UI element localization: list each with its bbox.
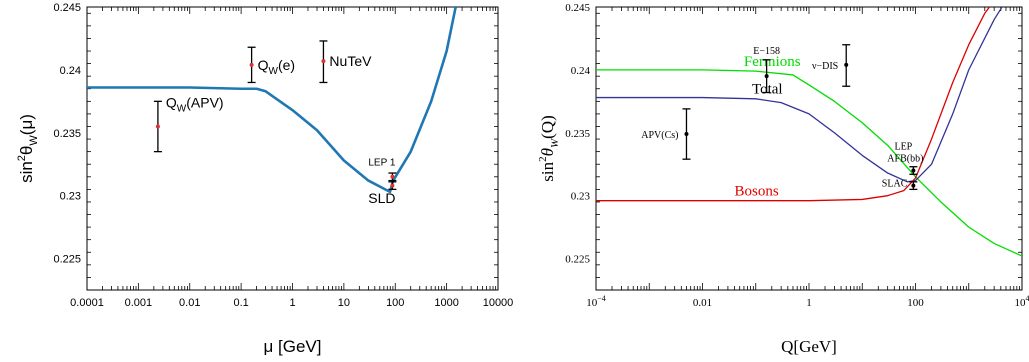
x-tick-label-sup: −4: [597, 294, 606, 303]
y-axis-label-sup: 2: [16, 155, 28, 161]
x-tick-label: 0.0001: [70, 297, 104, 309]
y-tick-label: 0.24: [60, 65, 81, 77]
chart-1: 0.0001 0.001 0.01 0.1 1 10 100 1000 10000 0.225 0.…: [16, 2, 513, 356]
x-tick-label: 1000: [434, 297, 458, 309]
series-group: [596, 7, 1022, 257]
y-axis-label-base: sin: [17, 161, 36, 183]
measurement-label-tail: (e): [278, 57, 295, 73]
y-axis-label-sub: W: [549, 138, 561, 148]
y-tick-label: 0.23: [60, 191, 81, 203]
series-label-total: Total: [752, 82, 783, 98]
x-tick-label: 100: [907, 297, 924, 309]
data-point-5-point: [911, 183, 916, 188]
y-tick-label: 0.235: [565, 128, 590, 140]
x-tick-label-base: 0.01: [693, 297, 712, 309]
x-tick-label: 100: [386, 297, 404, 309]
data-point-4-point: [911, 168, 916, 173]
running-curve-group: [87, 7, 457, 194]
series-bosons-line: [596, 7, 991, 202]
chart-2: 10−4 0.01 1 100 1040.2250.230.2350.240.245Q[…: [537, 2, 1029, 356]
measurement-label: QW(e): [258, 57, 295, 77]
x-tick-label: 0.01: [693, 297, 712, 309]
series-fermions-line: [596, 69, 1022, 257]
annotation-label: SLD: [368, 190, 395, 206]
annotation-label: LEP 1: [368, 157, 395, 168]
y-axis-label-sub: W: [28, 135, 40, 146]
y-tick-label: 0.235: [53, 128, 81, 140]
measurement-label-tail: (APV): [186, 94, 223, 110]
measurement-label: QW(APV): [166, 94, 224, 114]
x-tick-label-base: 10: [586, 297, 598, 309]
measurement-label-main: Q: [258, 57, 269, 73]
x-tick-label-base: 10: [1015, 297, 1027, 309]
y-tick-label: 0.245: [53, 2, 81, 14]
data-point-label: ν−DIS: [812, 61, 838, 72]
y-tick-label: 0.225: [565, 254, 590, 266]
series-total-line: [596, 7, 1003, 183]
x-tick-label: 10000: [483, 297, 514, 309]
y-tick-label: 0.24: [571, 65, 591, 77]
x-tick-label: 1: [806, 297, 812, 309]
x-tick-label-base: 0.001: [125, 297, 153, 309]
y-axis-label-theta: θ: [17, 146, 36, 155]
y-axis-label-tail: (Q): [538, 115, 557, 139]
series-label-bosons: Bosons: [735, 184, 779, 200]
x-axis-label: Q[GeV]: [781, 337, 837, 356]
measurement-label-sub: W: [269, 66, 279, 77]
measurement-label: NuTeV: [329, 53, 372, 69]
data-point-label: E−158: [753, 46, 780, 57]
x-tick-label: 10: [338, 297, 350, 309]
x-tick-label: 1: [289, 297, 295, 309]
plot-frame: [86, 6, 499, 291]
x-tick-label: 0.001: [125, 297, 153, 309]
x-tick-label-base: 100: [907, 297, 924, 309]
measurement-5-point: [390, 183, 395, 188]
x-tick-label-base: 10: [338, 297, 350, 309]
measurement-1-point: [155, 124, 160, 129]
running-curve: [87, 7, 457, 194]
measurement-4-point: [390, 174, 395, 179]
x-tick-label-sup: 4: [1026, 294, 1029, 303]
y-axis-label-sup: 2: [537, 156, 549, 162]
data-point-label: AFB(bb): [887, 154, 923, 165]
y-tick-label: 0.23: [571, 191, 591, 203]
x-tick-label-base: 1: [289, 297, 295, 309]
x-tick-label-base: 100: [386, 297, 404, 309]
x-tick-label-base: 0.1: [233, 297, 248, 309]
x-tick-label: 104: [1015, 294, 1029, 309]
data-point-1-point: [684, 132, 689, 137]
x-tick-label-base: 10000: [483, 297, 514, 309]
data-point-2-point: [764, 74, 769, 79]
x-axis-label: μ [GeV]: [264, 337, 322, 356]
x-tick-label-base: 0.0001: [70, 297, 104, 309]
data-point-label: APV(Cs): [641, 130, 678, 141]
y-axis-label-theta: θ: [538, 148, 557, 156]
y-tick-label: 0.245: [565, 2, 590, 14]
series-label-fermions: Fermions: [744, 54, 801, 70]
measurement-3-point: [321, 59, 326, 64]
y-axis-label-tail: (μ): [17, 114, 36, 135]
y-axis-label: sin2θW(Q): [537, 115, 561, 181]
measurement-2-point: [249, 62, 254, 67]
x-tick-label-base: 1000: [434, 297, 458, 309]
data-point-label: SLAC: [882, 179, 908, 190]
x-tick-label: 10−4: [586, 294, 606, 309]
y-axis-label-base: sin: [538, 161, 557, 181]
measurement-label-main: NuTeV: [329, 53, 372, 69]
y-tick-label: 0.225: [53, 254, 81, 266]
data-point-3-point: [844, 62, 849, 67]
x-tick-label-base: 0.01: [179, 297, 200, 309]
x-tick-label: 0.01: [179, 297, 200, 309]
measurement-label-main: Q: [166, 94, 177, 110]
x-tick-label: 0.1: [233, 297, 248, 309]
y-axis-label: sin2θW(μ): [16, 114, 40, 183]
x-tick-label-base: 1: [806, 297, 812, 309]
measurement-label-sub: W: [177, 103, 187, 114]
data-point-label: LEP: [894, 142, 912, 153]
plot-frame: [595, 6, 1023, 291]
